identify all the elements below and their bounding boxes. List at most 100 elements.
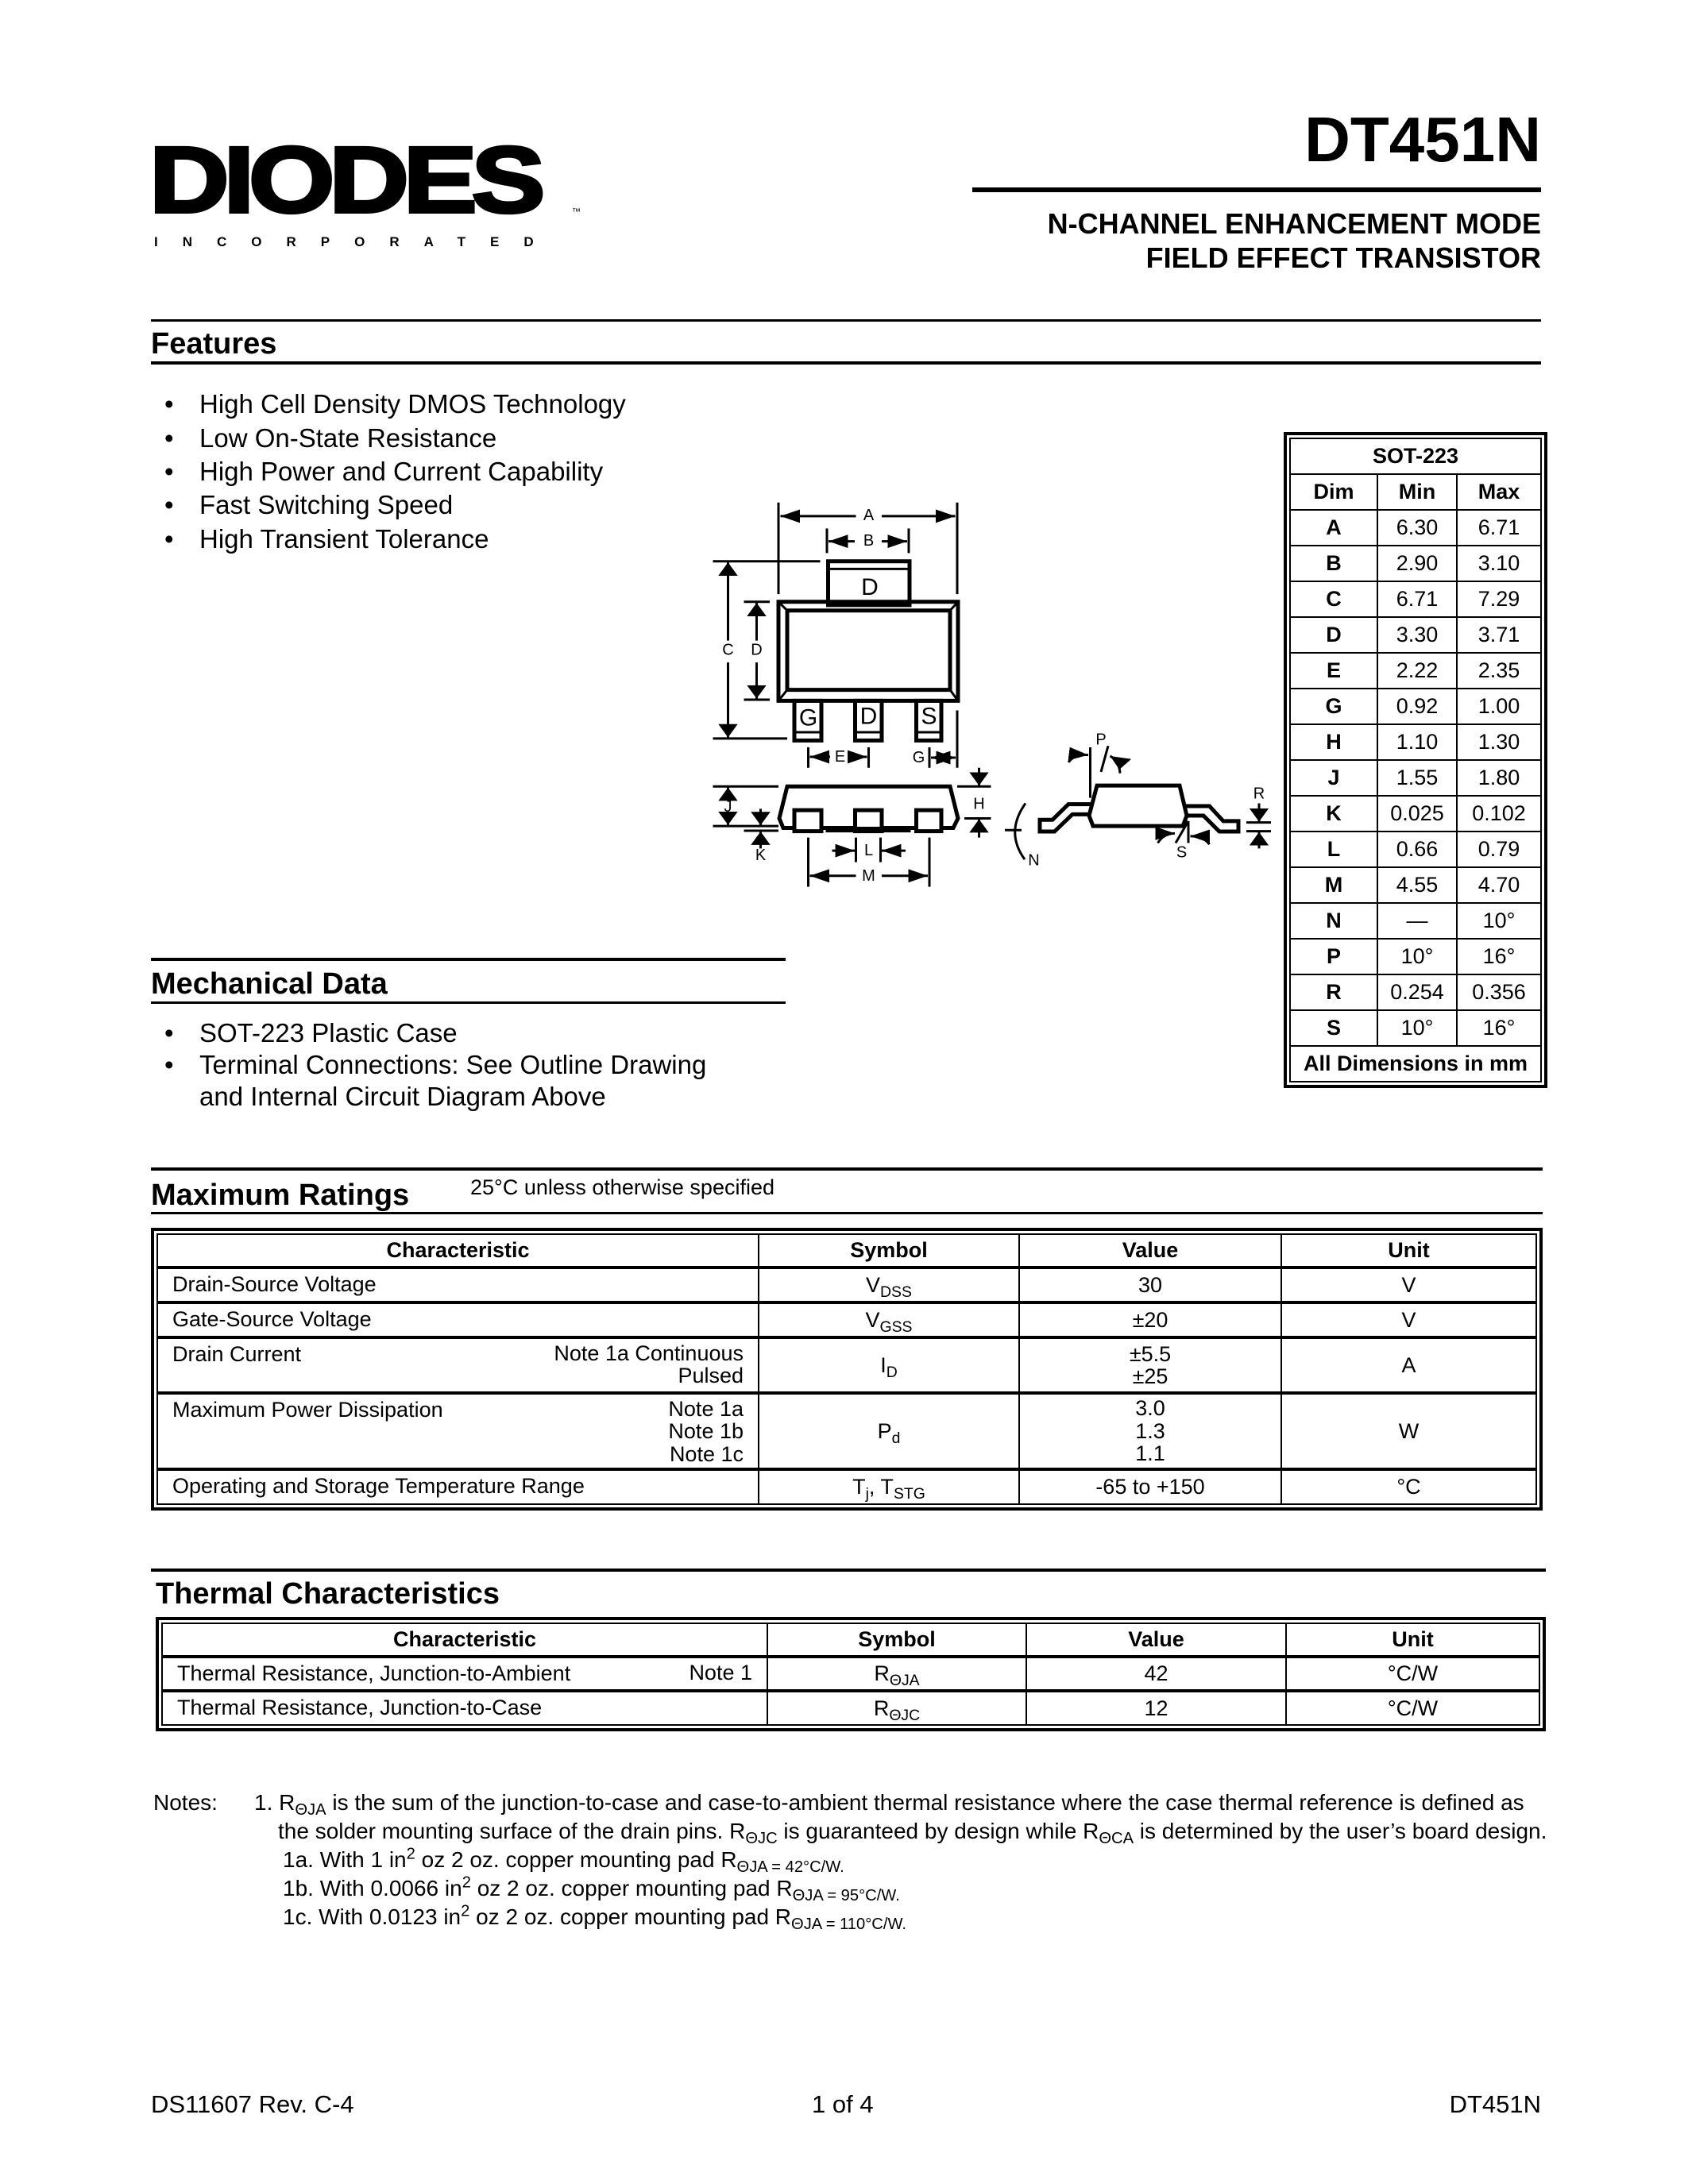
col-header-unit: Unit <box>1285 1623 1540 1658</box>
thermal-table: Characteristic Symbol Value Unit Thermal… <box>156 1617 1546 1731</box>
dim-label-c: C <box>722 642 733 659</box>
condition-notes: Note 1a Continuous Pulsed <box>554 1341 744 1388</box>
dim-label-a: A <box>863 507 875 524</box>
list-item: • SOT-223 Plastic Case <box>164 1018 458 1048</box>
dimension-row: R 0.254 0.356 <box>1289 974 1542 1011</box>
dim-cell: N <box>1289 902 1378 940</box>
characteristic-cell: Maximum Power Dissipation Note 1a Note 1b… <box>156 1392 759 1470</box>
characteristic-cell: Thermal Resistance, Junction-to-Case <box>161 1690 768 1726</box>
col-header-symbol: Symbol <box>758 1233 1020 1269</box>
dim-cell: M <box>1289 866 1378 904</box>
dim-cell: K <box>1289 795 1378 832</box>
symbol-cell: RΘJA <box>767 1656 1027 1692</box>
subtitle-line2: FIELD EFFECT TRANSISTOR <box>1145 241 1541 274</box>
max-cell: 4.70 <box>1456 866 1542 904</box>
min-cell: 0.92 <box>1377 688 1458 725</box>
value-cell: 42 <box>1026 1656 1287 1692</box>
col-header-characteristic: Characteristic <box>161 1623 768 1658</box>
max-cell: 1.80 <box>1456 759 1542 797</box>
characteristic-cell: Gate-Source Voltage <box>156 1302 759 1338</box>
max-cell: 16° <box>1456 938 1542 975</box>
table-row: Thermal Resistance, Junction-to-Case RΘJ… <box>161 1690 1540 1726</box>
dim-cell: G <box>1289 688 1378 725</box>
unit-cell: W <box>1280 1392 1537 1470</box>
max-cell: 1.30 <box>1456 723 1542 761</box>
ratings-top-rule <box>151 1167 1543 1171</box>
max-cell: 1.00 <box>1456 688 1542 725</box>
footer-page-number: 1 of 4 <box>812 2090 874 2118</box>
max-cell: 0.356 <box>1456 974 1542 1011</box>
symbol-cell: Tj, TSTG <box>758 1468 1020 1505</box>
dim-cell: A <box>1289 509 1378 546</box>
col-header-value: Value <box>1026 1623 1287 1658</box>
dim-cell: S <box>1289 1009 1378 1047</box>
dim-label-j: J <box>724 798 732 816</box>
dimension-row: H 1.10 1.30 <box>1289 723 1542 761</box>
dimension-row: B 2.90 3.10 <box>1289 545 1542 582</box>
feature-text: Fast Switching Speed <box>199 490 454 519</box>
col-header-dim: Dim <box>1289 473 1378 511</box>
package-header: SOT-223 <box>1289 438 1542 475</box>
part-number-title: DT451N <box>1304 104 1541 175</box>
dim-label-p: P <box>1095 731 1106 749</box>
subtitle-line1: N-CHANNEL ENHANCEMENT MODE <box>1047 207 1541 240</box>
table-row: Drain Current Note 1a Continuous Pulsed I… <box>156 1337 1537 1394</box>
dim-label-e: E <box>835 748 845 766</box>
symbol-cell: VDSS <box>758 1267 1020 1303</box>
dim-cell: P <box>1289 938 1378 975</box>
condition-note: Note 1 <box>689 1661 752 1684</box>
logo-incorporated: INCORPORATED <box>154 234 558 249</box>
dim-cell: E <box>1289 652 1378 689</box>
table-row: Operating and Storage Temperature Range … <box>156 1468 1537 1505</box>
note-1-continued: the solder mounting surface of the drain… <box>278 1819 1547 1848</box>
features-top-rule <box>151 319 1541 322</box>
notes-label: Notes: <box>153 1790 218 1815</box>
max-ratings-heading: Maximum Ratings <box>151 1179 410 1212</box>
dim-label-k: K <box>755 847 767 864</box>
dim-cell: H <box>1289 723 1378 761</box>
unit-cell: V <box>1280 1267 1537 1303</box>
dimension-row: E 2.22 2.35 <box>1289 652 1542 689</box>
bullet-icon: • <box>164 389 174 419</box>
dimension-row: D 3.30 3.71 <box>1289 616 1542 654</box>
bullet-icon: • <box>164 1018 174 1048</box>
dimension-row: M 4.55 4.70 <box>1289 866 1542 904</box>
min-cell: 3.30 <box>1377 616 1458 654</box>
unit-cell: °C/W <box>1285 1656 1540 1692</box>
characteristic-cell: Operating and Storage Temperature Range <box>156 1468 759 1505</box>
min-cell: 0.025 <box>1377 795 1458 832</box>
pin-label-drain: D <box>860 704 878 730</box>
sot223-dimensions-table: SOT-223 Dim Min Max A 6.30 6.71 B 2.90 3.10 C 6… <box>1284 432 1547 1088</box>
bullet-icon: • <box>164 457 174 486</box>
unit-cell: A <box>1280 1337 1537 1394</box>
col-header-min: Min <box>1377 473 1458 511</box>
dim-label-d: D <box>751 642 762 659</box>
dim-cell: B <box>1289 545 1378 582</box>
max-cell: 3.71 <box>1456 616 1542 654</box>
dimension-row: A 6.30 6.71 <box>1289 509 1542 546</box>
max-cell: 0.79 <box>1456 831 1542 868</box>
table-row: Thermal Resistance, Junction-to-Ambient N… <box>161 1656 1540 1692</box>
col-header-value: Value <box>1018 1233 1282 1269</box>
dim-label-b: B <box>863 532 874 550</box>
dimension-row: P 10° 16° <box>1289 938 1542 975</box>
dim-cell: D <box>1289 616 1378 654</box>
thermal-top-rule <box>151 1569 1546 1572</box>
symbol-cell: VGSS <box>758 1302 1020 1338</box>
condition-notes: Note 1a Note 1b Note 1c <box>668 1397 744 1466</box>
note-1a: 1a. With 1 in2 oz 2 oz. copper mounting … <box>283 1845 844 1877</box>
list-item: • Low On-State Resistance <box>164 425 496 451</box>
max-cell: 7.29 <box>1456 581 1542 618</box>
value-cell: ±20 <box>1018 1302 1282 1338</box>
mechanical-text-continued: and Internal Circuit Diagram Above <box>199 1082 606 1111</box>
feature-text: High Transient Tolerance <box>199 524 489 554</box>
dimension-row: N —10° <box>1289 902 1542 940</box>
max-cell: 6.71 <box>1456 509 1542 546</box>
col-header-unit: Unit <box>1280 1233 1537 1269</box>
min-cell: 2.22 <box>1377 652 1458 689</box>
mechanical-top-rule <box>151 958 786 961</box>
mechanical-text: SOT-223 Plastic Case <box>199 1018 458 1048</box>
list-item: • Fast Switching Speed <box>164 490 454 519</box>
dim-cell: C <box>1289 581 1378 618</box>
col-header-symbol: Symbol <box>767 1623 1027 1658</box>
